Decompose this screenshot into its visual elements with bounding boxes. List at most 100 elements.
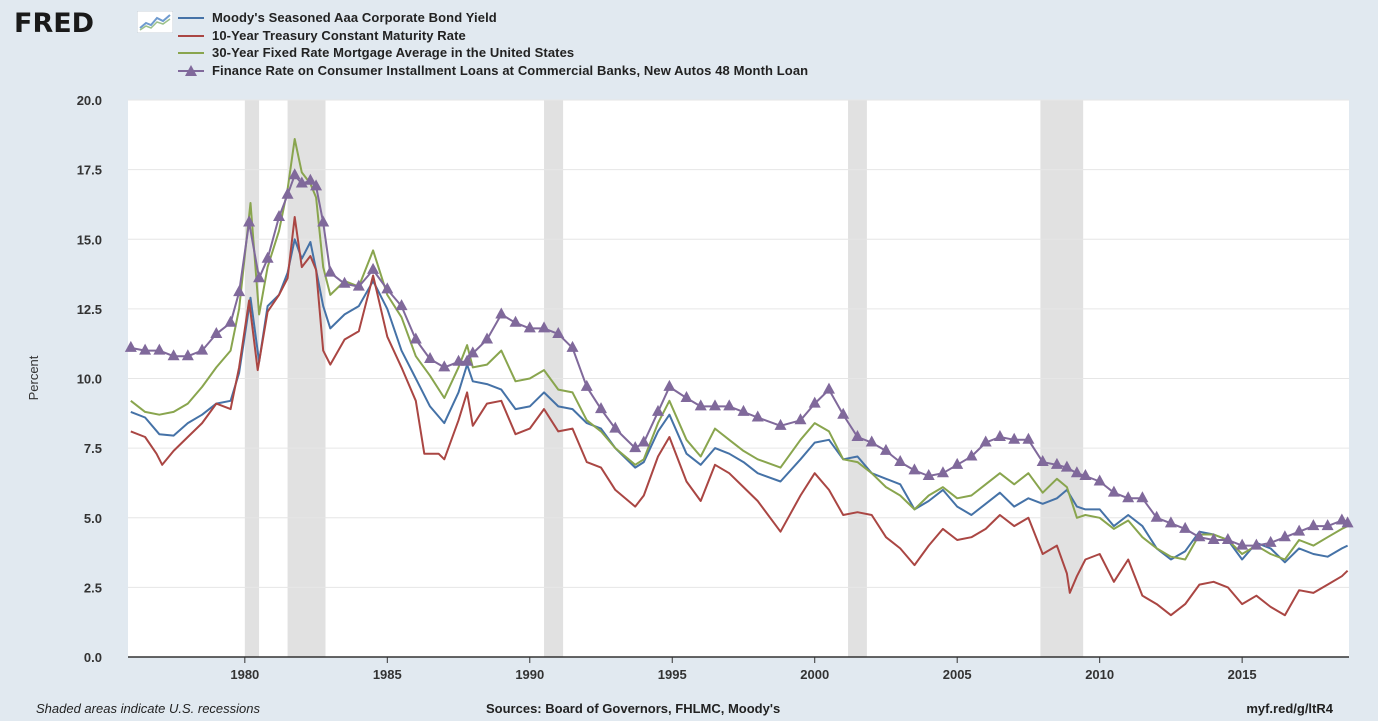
triangle-marker bbox=[466, 346, 479, 358]
triangle-marker bbox=[663, 379, 676, 391]
x-tick-label: 1980 bbox=[230, 667, 259, 682]
triangle-marker bbox=[1079, 468, 1092, 480]
legend-triangle-marker-icon bbox=[178, 65, 204, 77]
triangle-marker bbox=[794, 413, 807, 425]
triangle-marker bbox=[822, 382, 835, 394]
triangle-marker bbox=[1136, 491, 1149, 503]
triangle-marker bbox=[879, 443, 892, 455]
triangle-marker bbox=[210, 326, 223, 338]
legend-line-icon bbox=[178, 17, 204, 19]
triangle-marker bbox=[310, 179, 323, 191]
triangle-marker bbox=[922, 468, 935, 480]
triangle-marker bbox=[153, 343, 166, 355]
triangle-marker bbox=[1293, 524, 1306, 536]
triangle-marker bbox=[580, 379, 593, 391]
triangle-marker bbox=[1070, 466, 1083, 478]
triangle-marker bbox=[894, 455, 907, 467]
triangle-marker bbox=[273, 209, 286, 221]
triangle-marker bbox=[523, 321, 536, 333]
triangle-marker bbox=[908, 463, 921, 475]
triangle-marker bbox=[381, 282, 394, 294]
legend-line-icon bbox=[178, 52, 204, 55]
triangle-marker bbox=[1122, 491, 1135, 503]
triangle-marker bbox=[509, 315, 522, 327]
triangle-marker bbox=[452, 354, 465, 366]
triangle-marker bbox=[1022, 432, 1035, 444]
triangle-marker bbox=[1093, 474, 1106, 486]
series-line-1 bbox=[130, 216, 1349, 617]
triangle-marker bbox=[680, 390, 693, 402]
y-tick-label: 5.0 bbox=[84, 511, 102, 526]
x-tick-label: 1990 bbox=[515, 667, 544, 682]
triangle-marker bbox=[481, 332, 494, 344]
triangle-marker bbox=[1008, 432, 1021, 444]
y-tick-label: 10.0 bbox=[77, 372, 102, 387]
x-tick-label: 2010 bbox=[1085, 667, 1114, 682]
triangle-marker bbox=[1207, 533, 1220, 545]
triangle-marker bbox=[609, 421, 622, 433]
triangle-marker bbox=[936, 466, 949, 478]
triangle-marker bbox=[595, 402, 608, 414]
triangle-marker bbox=[1321, 519, 1334, 531]
x-tick-label: 1995 bbox=[658, 667, 687, 682]
triangle-marker bbox=[438, 360, 451, 372]
series-line-2 bbox=[130, 138, 1349, 561]
triangle-marker bbox=[167, 349, 180, 361]
triangle-marker bbox=[424, 352, 437, 364]
fred-logo[interactable]: FRED bbox=[14, 8, 95, 39]
legend-label: Finance Rate on Consumer Installment Loa… bbox=[212, 63, 809, 79]
x-tick-label: 2005 bbox=[943, 667, 972, 682]
triangle-marker bbox=[124, 340, 137, 352]
triangle-marker bbox=[993, 429, 1006, 441]
y-tick-label: 12.5 bbox=[77, 302, 102, 317]
y-axis-ticks: 0.0 2.5 5.0 7.5 10.0 12.5 15.0 17.5 20.0 bbox=[77, 93, 102, 665]
triangle-marker bbox=[694, 399, 707, 411]
triangle-marker bbox=[865, 435, 878, 447]
triangle-marker bbox=[1278, 530, 1291, 542]
triangle-marker bbox=[566, 340, 579, 352]
sources-text: Sources: Board of Governors, FHLMC, Mood… bbox=[486, 701, 781, 716]
triangle-marker bbox=[1221, 533, 1234, 545]
legend-label: Moody's Seasoned Aaa Corporate Bond Yiel… bbox=[212, 10, 497, 25]
y-tick-label: 0.0 bbox=[84, 650, 102, 665]
triangle-marker bbox=[808, 396, 821, 408]
triangle-marker bbox=[774, 418, 787, 430]
triangle-marker bbox=[196, 343, 209, 355]
triangle-marker bbox=[367, 262, 380, 274]
series-line-0 bbox=[130, 238, 1349, 564]
x-tick-label: 2015 bbox=[1228, 667, 1257, 682]
triangle-marker bbox=[751, 410, 764, 422]
triangle-marker bbox=[951, 457, 964, 469]
triangle-marker bbox=[181, 349, 194, 361]
y-tick-label: 7.5 bbox=[84, 441, 102, 456]
triangle-marker bbox=[737, 404, 750, 416]
triangle-marker bbox=[352, 279, 365, 291]
triangle-marker bbox=[1179, 521, 1192, 533]
series-markers bbox=[124, 168, 1354, 550]
triangle-marker bbox=[637, 435, 650, 447]
y-tick-label: 17.5 bbox=[77, 163, 102, 178]
triangle-marker bbox=[1150, 510, 1163, 522]
triangle-marker bbox=[317, 215, 330, 227]
triangle-marker bbox=[304, 173, 317, 185]
triangle-marker bbox=[652, 404, 665, 416]
triangle-marker bbox=[261, 251, 274, 263]
triangle-marker bbox=[1341, 516, 1354, 528]
triangle-marker bbox=[281, 187, 294, 199]
x-tick-label: 2000 bbox=[800, 667, 829, 682]
triangle-marker bbox=[461, 354, 474, 366]
triangle-marker bbox=[243, 215, 256, 227]
triangle-marker bbox=[288, 168, 301, 180]
triangle-marker bbox=[851, 429, 864, 441]
y-tick-label: 15.0 bbox=[77, 232, 102, 247]
triangle-marker bbox=[979, 435, 992, 447]
short-link[interactable]: myf.red/g/ltR4 bbox=[1246, 701, 1333, 716]
triangle-marker bbox=[295, 176, 308, 188]
triangle-marker bbox=[338, 276, 351, 288]
triangle-marker bbox=[1050, 457, 1063, 469]
triangle-marker bbox=[395, 299, 408, 311]
triangle-marker bbox=[837, 407, 850, 419]
triangle-marker bbox=[1060, 460, 1073, 472]
x-axis-ticks: 1980 1985 1990 1995 2000 2005 2010 2015 bbox=[230, 657, 1257, 682]
triangle-marker bbox=[253, 271, 266, 283]
